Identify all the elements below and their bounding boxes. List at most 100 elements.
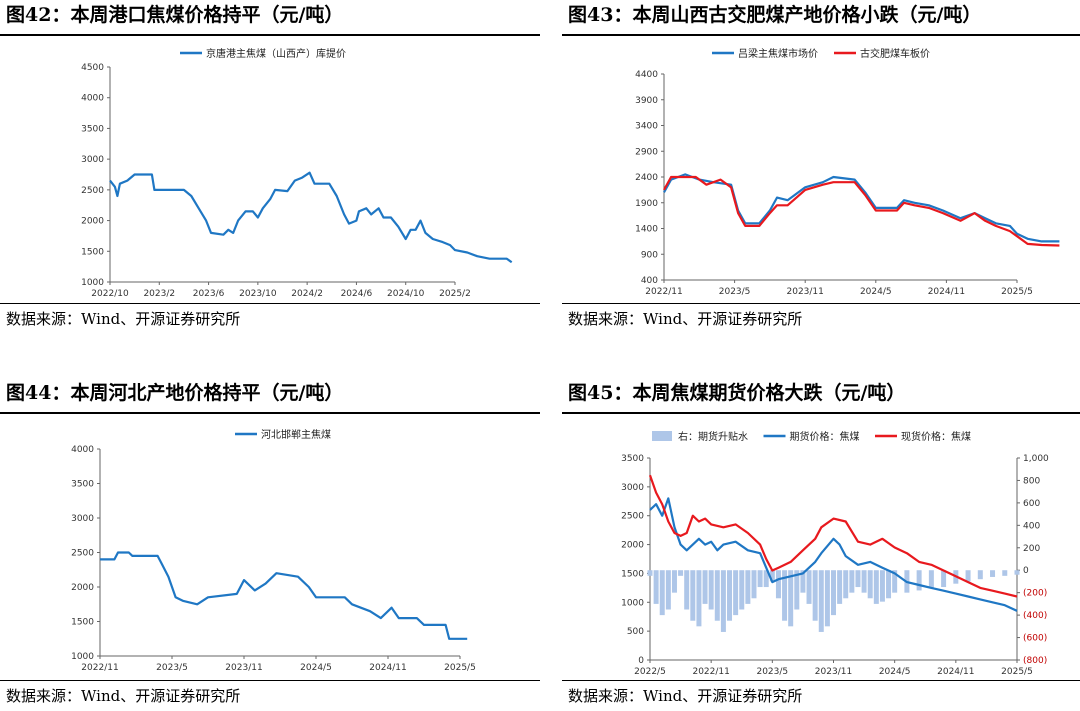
x-tick-label: 2024/5 — [300, 663, 332, 673]
x-tick-label: 2022/11 — [81, 663, 118, 673]
x-tick-label: 2024/2 — [291, 289, 323, 299]
y-tick-label: 3000 — [621, 483, 644, 493]
y-tick-label: 4000 — [81, 94, 104, 104]
area-bar — [990, 570, 996, 577]
area-bar — [837, 570, 843, 604]
chart-title: 图44：本周河北产地价格持平（元/吨） — [6, 382, 344, 404]
x-tick-label: 2022/11 — [692, 667, 729, 677]
area-bar — [659, 570, 665, 616]
y-tick-label: 3900 — [635, 96, 658, 106]
y-tick-label: 3500 — [81, 124, 104, 134]
y-tick-label: 2000 — [621, 541, 644, 551]
y-tick-label: 3000 — [71, 514, 94, 524]
y-tick-label: 3400 — [635, 122, 658, 132]
area-bar — [763, 570, 769, 588]
source-rule — [0, 680, 540, 681]
x-tick-label: 2023/11 — [225, 663, 262, 673]
x-tick-label: 2025/5 — [444, 663, 476, 673]
series-line — [109, 171, 513, 264]
area-bar — [812, 570, 818, 621]
area-bar — [702, 570, 708, 604]
chart-43-svg: 400 900 1400 1900 2400 2900 3400 3900 4400 2022/1… — [635, 47, 1060, 297]
chart-44-svg: 1000 1500 2000 2500 3000 3500 4000 2022/11 2023/… — [71, 428, 476, 673]
y2-tick-label: 400 — [1023, 521, 1040, 531]
x-tick-label: 2023/5 — [756, 667, 788, 677]
x-tick-label: 2023/11 — [787, 287, 824, 297]
y2-tick-label: 200 — [1023, 544, 1040, 554]
area-bar — [892, 570, 898, 593]
legend-swatch — [652, 431, 672, 441]
area-bar — [696, 570, 702, 627]
legend-label: 京唐港主焦煤（山西产）库提价 — [206, 47, 346, 60]
chart-panel-43: 图43：本周山西古交肥煤产地价格小跌（元/吨） 400 900 1400 1900 24… — [562, 0, 1080, 340]
x-tick-label: 2024/10 — [387, 289, 425, 299]
area-bar — [867, 570, 873, 599]
source-rule — [562, 680, 1080, 681]
x-tick-label: 2024/11 — [928, 287, 965, 297]
x-tick-label: 2023/2 — [143, 289, 175, 299]
area-bar — [855, 570, 861, 588]
y-tick-label: 2400 — [635, 173, 658, 183]
area-bar — [782, 570, 788, 621]
area-bar — [824, 570, 830, 627]
chart-source: 数据来源：Wind、开源证券研究所 — [6, 310, 241, 328]
source-rule — [562, 303, 1080, 304]
x-tick-label: 2023/5 — [156, 663, 188, 673]
area-bar — [745, 570, 751, 604]
title-rule — [0, 412, 540, 414]
y-tick-label: 2500 — [71, 549, 94, 559]
y-tick-label: 4000 — [71, 445, 94, 455]
y-tick-label: 900 — [641, 250, 658, 260]
series-line — [663, 173, 1060, 243]
chart-source: 数据来源：Wind、开源证券研究所 — [6, 687, 241, 705]
y-tick-label: 3500 — [621, 454, 644, 464]
source-rule — [0, 303, 540, 304]
area-bar — [916, 570, 922, 591]
area-bar — [751, 570, 757, 599]
y-tick-label: 400 — [641, 276, 658, 286]
y-tick-label: 1500 — [81, 247, 104, 257]
x-tick-label: 2024/11 — [369, 663, 406, 673]
area-bar — [665, 570, 671, 610]
area-bar — [873, 570, 879, 604]
chart-source: 数据来源：Wind、开源证券研究所 — [568, 310, 803, 328]
y-tick-label: 1400 — [635, 225, 658, 235]
area-bar — [886, 570, 892, 599]
x-tick-label: 2022/5 — [634, 667, 666, 677]
y-tick-label: 500 — [627, 627, 644, 637]
y2-tick-label: 800 — [1023, 476, 1040, 486]
y-tick-label: 1000 — [71, 652, 94, 662]
area-bar — [1014, 570, 1020, 575]
area-bar — [775, 570, 781, 599]
area-bar — [653, 570, 659, 604]
area-bar — [977, 570, 983, 580]
area-bar — [788, 570, 794, 627]
y-tick-label: 1500 — [71, 618, 94, 628]
area-bar — [647, 570, 653, 576]
chart-title: 图43：本周山西古交肥煤产地价格小跌（元/吨） — [568, 4, 982, 26]
chart-panel-44: 图44：本周河北产地价格持平（元/吨） 1000 1500 2000 2500 3000… — [0, 378, 540, 711]
area-bar — [769, 570, 775, 582]
area-bar — [757, 570, 763, 588]
x-tick-label: 2025/5 — [1001, 667, 1033, 677]
x-tick-label: 2024/11 — [937, 667, 974, 677]
chart-panel-45: 图45：本周焦煤期货价格大跌（元/吨） 0 500 1000 1500 2000 2500… — [562, 378, 1080, 711]
y-tick-label: 4500 — [81, 63, 104, 73]
y-tick-label: 4400 — [635, 70, 658, 80]
x-tick-label: 2022/11 — [645, 287, 682, 297]
series-line — [663, 175, 1060, 247]
series-line — [100, 551, 468, 640]
x-tick-label: 2024/5 — [879, 667, 911, 677]
y2-tick-label: (400) — [1023, 611, 1047, 621]
y2-tick-label: 0 — [1023, 566, 1029, 576]
x-tick-label: 2024/6 — [341, 289, 373, 299]
legend-label: 现货价格：焦煤 — [901, 430, 971, 443]
chart-source: 数据来源：Wind、开源证券研究所 — [568, 687, 803, 705]
x-tick-label: 2023/5 — [719, 287, 751, 297]
area-bar — [879, 570, 885, 602]
y-tick-label: 1500 — [621, 569, 644, 579]
title-rule — [0, 34, 540, 36]
chart-title: 图42：本周港口焦煤价格持平（元/吨） — [6, 4, 344, 26]
area-bar — [684, 570, 690, 610]
